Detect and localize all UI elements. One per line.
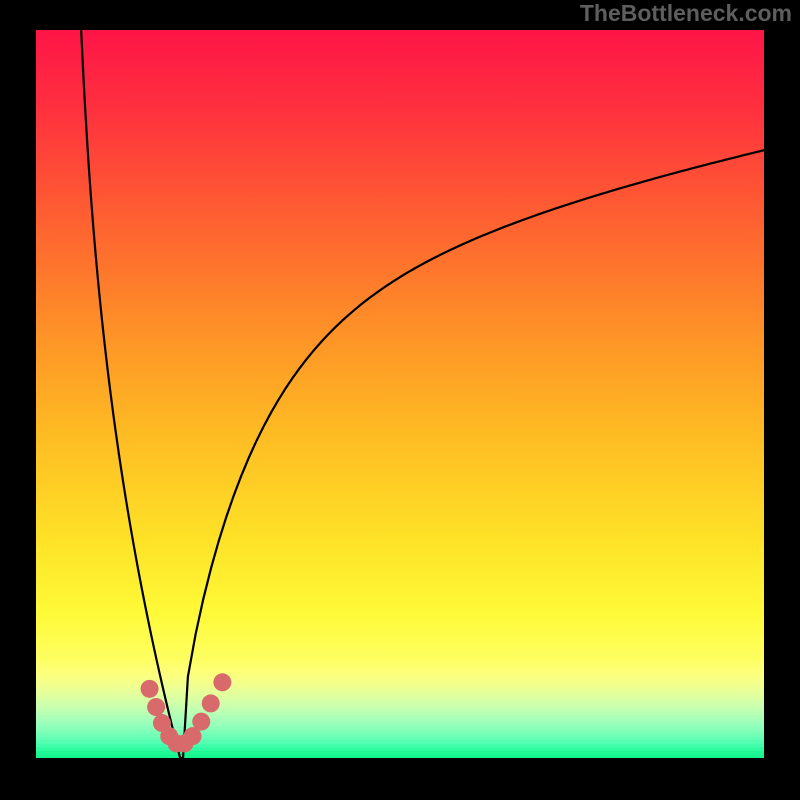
plot-gradient-background	[36, 30, 764, 758]
chart-canvas: TheBottleneck.com	[0, 0, 800, 800]
bottleneck-chart	[0, 0, 800, 800]
marker-point	[141, 680, 159, 698]
watermark-text: TheBottleneck.com	[580, 0, 792, 27]
marker-point	[147, 698, 165, 716]
marker-point	[202, 694, 220, 712]
marker-point	[192, 713, 210, 731]
bottom-color-band	[36, 656, 764, 759]
marker-point	[213, 673, 231, 691]
